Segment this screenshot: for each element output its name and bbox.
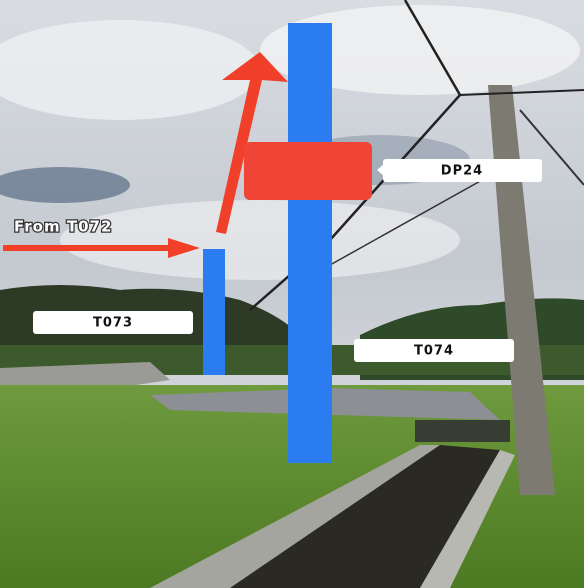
pole-marker-left [203,249,225,375]
ar-scene: From T072 T073 DP24 T074 [0,0,584,588]
incoming-label: From T072 [14,218,112,236]
box-label: DP24 [441,164,483,179]
pole-marker-center [288,23,332,463]
page: From T072 T073 DP24 T074 (() => { const … [0,0,584,588]
pole-label: T073 [93,316,133,331]
dp-box-marker [244,142,372,200]
pole-label: T074 [414,344,454,359]
